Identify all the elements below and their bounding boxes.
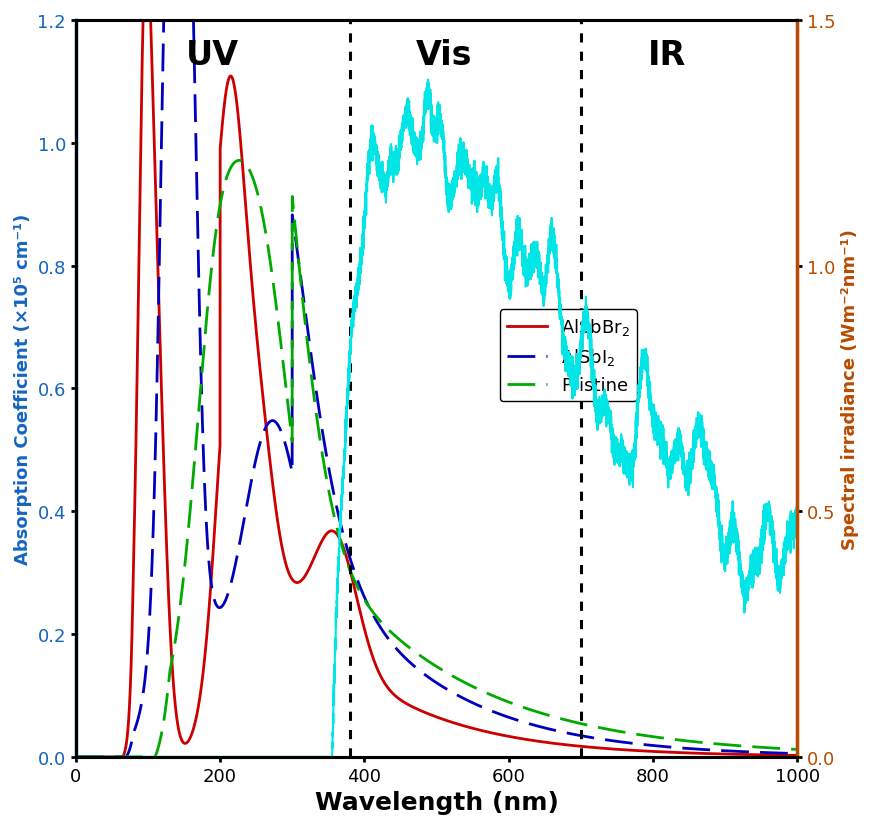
- Text: IR: IR: [649, 39, 686, 72]
- X-axis label: Wavelength (nm): Wavelength (nm): [314, 790, 559, 814]
- Y-axis label: Spectral irradiance (Wm⁻²nm⁻¹): Spectral irradiance (Wm⁻²nm⁻¹): [841, 229, 859, 549]
- Text: Vis: Vis: [416, 39, 472, 72]
- Text: UV: UV: [186, 39, 239, 72]
- Y-axis label: Absorption Coefficient (×10⁵ cm⁻¹): Absorption Coefficient (×10⁵ cm⁻¹): [14, 214, 32, 565]
- Legend: AlSbBr$_2$, AlSbI$_2$, Pristine: AlSbBr$_2$, AlSbI$_2$, Pristine: [499, 310, 637, 402]
